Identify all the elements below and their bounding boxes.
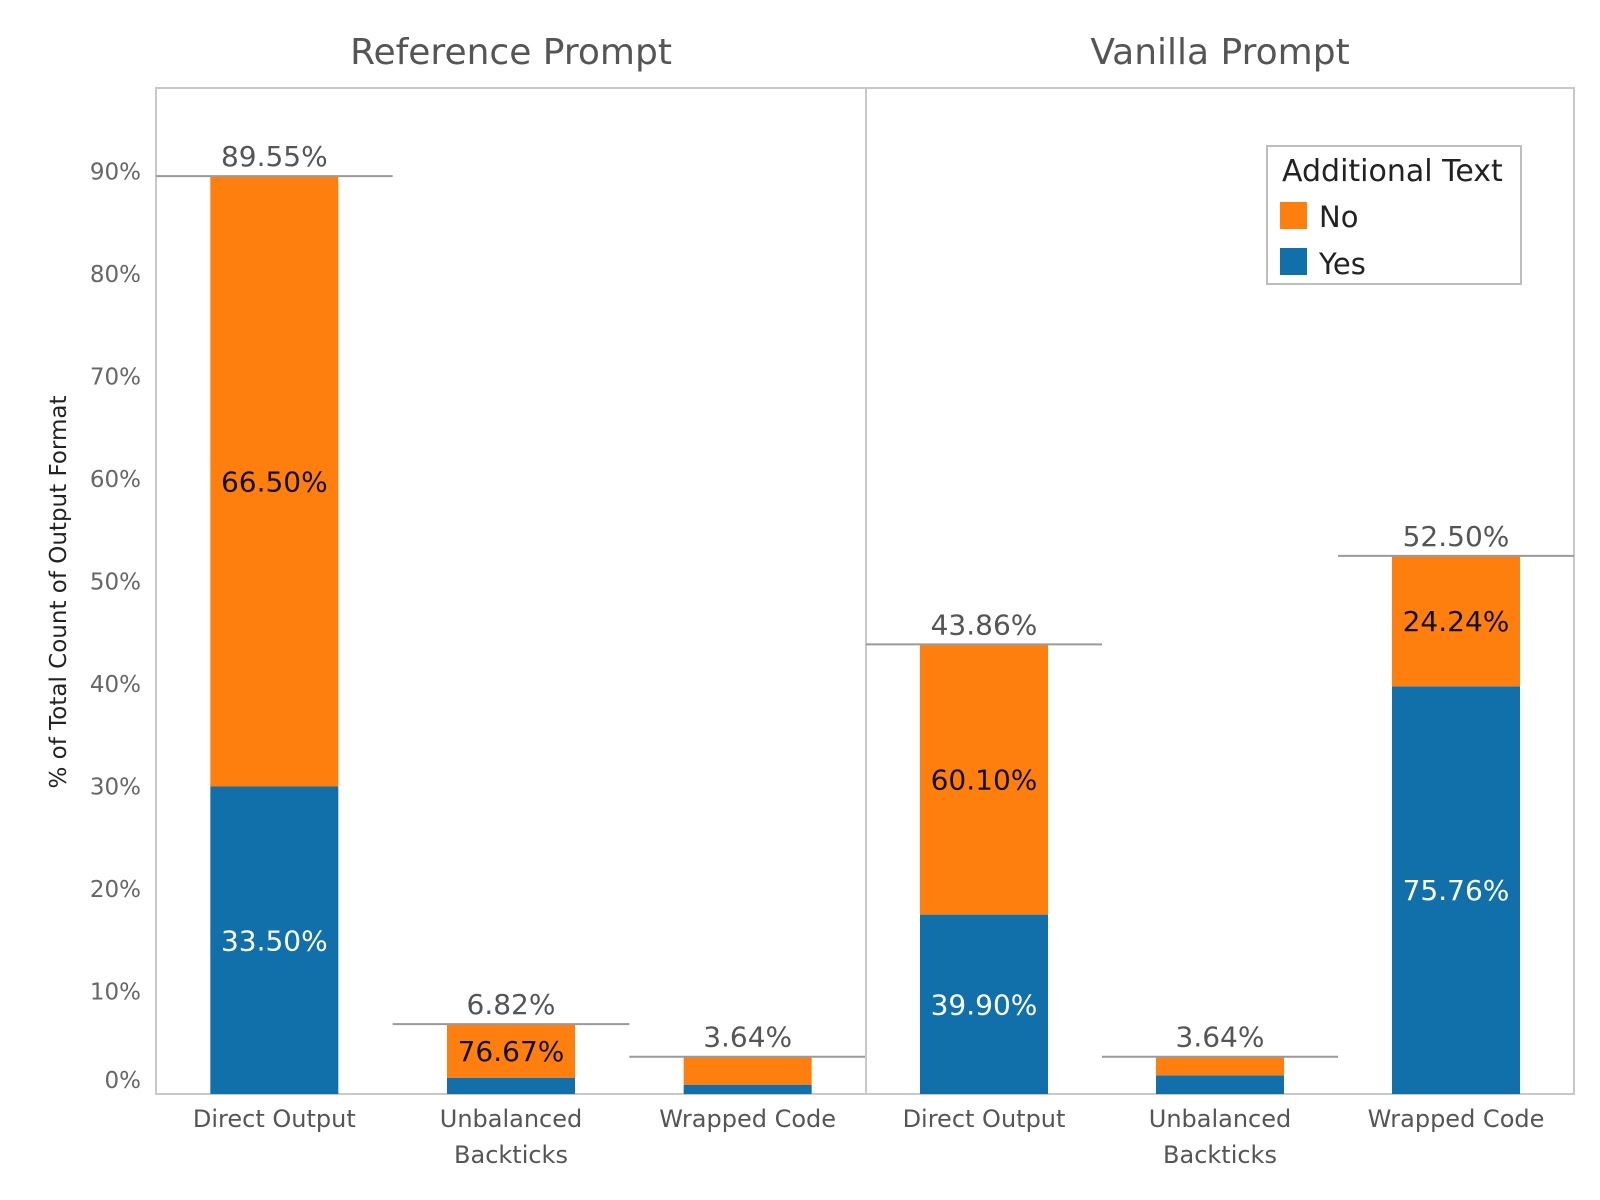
- segment-label: 75.76%: [1403, 874, 1510, 907]
- bar-segment-no: [683, 1056, 812, 1085]
- y-tick-label: 90%: [90, 160, 141, 186]
- total-label: 89.55%: [221, 140, 328, 173]
- segment-label: 39.90%: [931, 988, 1038, 1021]
- bar-segment-yes: [683, 1084, 812, 1094]
- segment-label: 24.24%: [1403, 605, 1510, 638]
- panel-1: Vanilla Prompt 39.90% 60.10% 43.86% Direct O…: [865, 32, 1575, 1169]
- total-label: 3.64%: [703, 1021, 792, 1054]
- legend-title: Additional Text: [1282, 154, 1503, 189]
- bar-segment-yes: [1392, 686, 1520, 1094]
- panels: Reference Prompt 33.50% 66.50% 89.55% Direct…: [155, 32, 1575, 1169]
- category-label: Direct Output: [193, 1105, 356, 1133]
- y-tick-label: 0%: [105, 1068, 142, 1094]
- y-tick-label: 30%: [90, 775, 141, 801]
- category-label: Wrapped Code: [659, 1105, 836, 1133]
- segment-label: 66.50%: [221, 465, 328, 498]
- y-tick-label: 60%: [90, 467, 141, 493]
- category-label: Backticks: [454, 1141, 568, 1169]
- bar-segment-no: [1392, 555, 1520, 687]
- category-label: Wrapped Code: [1368, 1105, 1545, 1133]
- y-axis-label: % of Total Count of Output Format: [46, 395, 72, 788]
- panel-title: Vanilla Prompt: [1090, 32, 1349, 73]
- bar-segment-no: [1156, 1056, 1284, 1076]
- category-label: Unbalanced: [440, 1105, 583, 1133]
- bar-segment-yes: [1156, 1075, 1284, 1094]
- category-label: Unbalanced: [1149, 1105, 1292, 1133]
- bar-segment-no: [447, 1024, 575, 1078]
- total-label: 6.82%: [467, 988, 556, 1021]
- total-label: 52.50%: [1403, 520, 1510, 553]
- segment-label: 60.10%: [931, 764, 1038, 797]
- bar-segment-no: [920, 644, 1048, 915]
- y-tick-label: 50%: [90, 570, 141, 596]
- segment-label: 33.50%: [221, 924, 328, 957]
- category-label: Direct Output: [903, 1105, 1066, 1133]
- bar-segment-yes: [920, 914, 1048, 1094]
- bar-segment-yes: [210, 786, 339, 1094]
- panel-title: Reference Prompt: [350, 32, 672, 73]
- legend-swatch-no: [1280, 202, 1307, 229]
- y-axis-label-group: % of Total Count of Output Format: [46, 395, 72, 788]
- total-label: 43.86%: [931, 608, 1038, 641]
- total-label: 3.64%: [1176, 1021, 1265, 1054]
- bar-segment-no: [210, 176, 339, 787]
- y-tick-label: 70%: [90, 365, 141, 391]
- y-tick-label: 20%: [90, 877, 141, 903]
- segment-label: 76.67%: [458, 1035, 565, 1068]
- panel-0: Reference Prompt 33.50% 66.50% 89.55% Direct…: [155, 32, 867, 1169]
- y-tick-label: 80%: [90, 262, 141, 288]
- legend: Additional Text No Yes: [1266, 145, 1522, 285]
- bar-segment-yes: [447, 1077, 575, 1094]
- legend-box: [1266, 145, 1522, 285]
- legend-swatch-yes: [1280, 248, 1307, 275]
- y-axis-ticks: 0% 10% 20% 30% 40% 50% 60% 70% 80% 90%: [90, 160, 141, 1095]
- y-tick-label: 10%: [90, 980, 141, 1006]
- legend-label-yes: Yes: [1318, 247, 1366, 281]
- legend-label-no: No: [1319, 200, 1358, 234]
- y-tick-label: 40%: [90, 672, 141, 698]
- category-label: Backticks: [1163, 1141, 1277, 1169]
